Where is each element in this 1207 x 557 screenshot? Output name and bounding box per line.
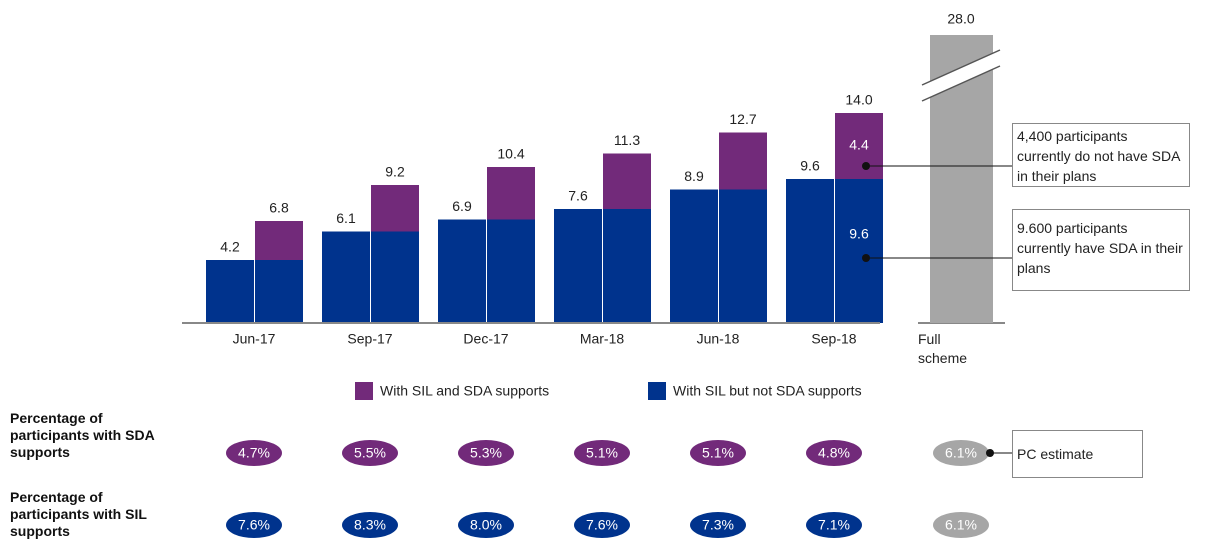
- legend-label: With SIL but not SDA supports: [673, 383, 862, 399]
- x-tick-label: Mar-18: [580, 331, 625, 347]
- value-label: 9.6: [800, 158, 820, 174]
- bar: [670, 189, 718, 323]
- value-label: 4.2: [220, 239, 240, 255]
- callout-dot: [986, 449, 994, 457]
- legend-label: With SIL and SDA supports: [380, 383, 549, 399]
- x-tick-label: Jun-18: [697, 331, 740, 347]
- percent-label: 6.1%: [945, 445, 977, 461]
- value-label: 6.9: [452, 198, 472, 214]
- value-label: 8.9: [684, 168, 704, 184]
- percent-label: 5.3%: [470, 445, 502, 461]
- percent-label: 6.1%: [945, 517, 977, 533]
- percent-bubble: [458, 512, 514, 538]
- percent-label: 7.6%: [586, 517, 618, 533]
- legend-swatch: [648, 382, 666, 400]
- percent-bubble: [342, 440, 398, 466]
- row-label: Percentage of participants with SIL supp…: [10, 489, 147, 539]
- percent-bubble: [806, 440, 862, 466]
- bar: [255, 260, 303, 323]
- callout-pc: PC estimate: [1012, 430, 1143, 478]
- percent-label: 5.5%: [354, 445, 386, 461]
- bar: [786, 179, 834, 323]
- percent-bubble: [574, 512, 630, 538]
- bar: [603, 209, 651, 323]
- axis-break-line: [921, 65, 1001, 102]
- percent-bubble: [458, 440, 514, 466]
- total-label: 14.0: [845, 92, 872, 108]
- total-label: 9.2: [385, 164, 405, 180]
- callout-no-sda: 4,400 participants currently do not have…: [1012, 123, 1190, 187]
- segment-label: 4.4: [849, 137, 869, 153]
- bar-segment: [719, 132, 767, 190]
- axis-break: [922, 50, 1000, 101]
- value-label: 7.6: [568, 188, 588, 204]
- bar: [554, 209, 602, 323]
- bar: [719, 189, 767, 323]
- percent-bubble: [226, 512, 282, 538]
- total-label: 10.4: [497, 146, 524, 162]
- percent-bubble: [690, 512, 746, 538]
- bar-segment: [603, 153, 651, 209]
- percent-bubble: [690, 440, 746, 466]
- bar: [487, 219, 535, 323]
- segment-label: 9.6: [849, 226, 869, 242]
- bar-segment: [255, 221, 303, 260]
- total-label: 12.7: [729, 111, 756, 127]
- x-tick-label: Dec-17: [463, 331, 508, 347]
- percent-label: 5.1%: [586, 445, 618, 461]
- percent-label: 8.0%: [470, 517, 502, 533]
- percent-bubble: [574, 440, 630, 466]
- percent-bubble: [933, 440, 989, 466]
- percent-label: 7.3%: [702, 517, 734, 533]
- bar: [835, 179, 883, 323]
- bar: [438, 219, 486, 323]
- bar: [206, 260, 254, 323]
- percent-label: 7.1%: [818, 517, 850, 533]
- bar-segment: [371, 185, 419, 232]
- percent-bubble: [226, 440, 282, 466]
- percent-bubble: [806, 512, 862, 538]
- percent-bubble: [342, 512, 398, 538]
- row-label: Percentage of participants with SDA supp…: [10, 410, 155, 460]
- bar: [371, 231, 419, 323]
- percent-bubble: [933, 512, 989, 538]
- percent-label: 4.7%: [238, 445, 270, 461]
- axis-break-line: [921, 49, 1001, 86]
- total-label: 11.3: [614, 132, 640, 148]
- legend-swatch: [355, 382, 373, 400]
- bar-segment: [487, 167, 535, 220]
- total-label: 6.8: [269, 200, 289, 216]
- x-tick-label: Full scheme: [918, 331, 967, 366]
- percent-label: 8.3%: [354, 517, 386, 533]
- x-tick-label: Jun-17: [233, 331, 276, 347]
- x-tick-label: Sep-18: [811, 331, 856, 347]
- bar: [322, 231, 370, 323]
- callout-sda: 9.600 participants currently have SDA in…: [1012, 209, 1190, 291]
- bar-segment: [835, 113, 883, 179]
- percent-label: 4.8%: [818, 445, 850, 461]
- value-label: 6.1: [336, 210, 356, 226]
- percent-label: 7.6%: [238, 517, 270, 533]
- total-label: 28.0: [947, 11, 974, 27]
- x-tick-label: Sep-17: [347, 331, 392, 347]
- percent-label: 5.1%: [702, 445, 734, 461]
